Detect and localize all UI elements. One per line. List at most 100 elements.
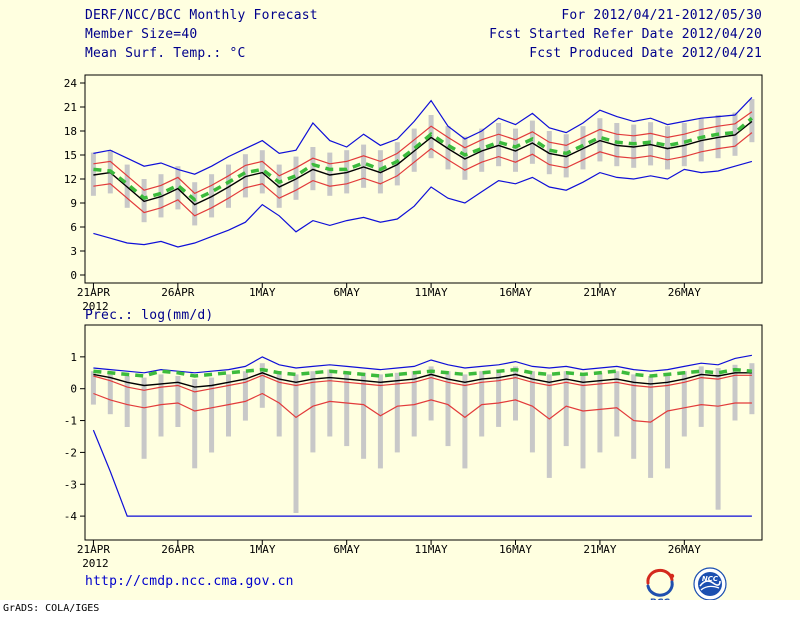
chart-frame: [84, 74, 763, 284]
range-bar: [158, 174, 164, 218]
bcc-swirl-red: [646, 568, 674, 585]
y-tick-label: 0: [70, 383, 77, 396]
range-bar: [327, 369, 333, 437]
range-bar: [648, 376, 654, 478]
range-bar: [529, 371, 535, 453]
range-bar: [361, 372, 367, 459]
range-bar: [546, 374, 552, 478]
temperature-chart-title: Mean Surf. Temp.: °C: [85, 46, 246, 61]
fcst-produced-label: Fcst Produced Date 2012/04/21: [529, 46, 762, 61]
range-bar: [580, 374, 586, 469]
range-bar: [715, 368, 721, 510]
y-tick-label: 1: [70, 351, 77, 364]
x-tick-label: 16MAY: [499, 286, 532, 299]
x-tick-label: 21MAY: [583, 286, 616, 299]
range-bar: [90, 371, 96, 405]
range-bar: [597, 372, 603, 453]
range-bar: [681, 123, 687, 167]
range-bar: [496, 123, 502, 167]
ncc-logo-text: NCC: [702, 575, 719, 583]
range-bar: [681, 371, 687, 437]
x-tick-label: 21MAY: [583, 543, 616, 556]
ensemble-mean-line: [93, 120, 753, 206]
y-tick-label: -1: [64, 415, 77, 428]
range-bar: [665, 374, 670, 469]
temperature-forecast-chart: 0 3 6 9 12 15 18 21 24 21APR 26APR 1MAY 6MAY 11MAY 16M…: [64, 74, 763, 313]
range-bar: [496, 369, 502, 427]
range-bar: [445, 371, 451, 447]
range-bar: [749, 363, 755, 415]
x-tick-label: 26APR: [161, 286, 194, 299]
x-tick-label: 11MAY: [415, 543, 448, 556]
ncc-logo: NCC: [693, 567, 727, 601]
range-bar: [428, 366, 434, 421]
header-left: DERF/NCC/BCC Monthly Forecast Member Siz…: [85, 6, 318, 63]
range-bar: [276, 371, 282, 437]
y-tick-label: 12: [64, 173, 77, 186]
x-tick-label: 11MAY: [415, 286, 448, 299]
range-bar: [732, 364, 738, 421]
range-bar: [293, 374, 299, 513]
y-tick-label: -3: [64, 478, 77, 491]
y-tick-label: 18: [64, 125, 77, 138]
range-bar: [529, 120, 535, 164]
x-axis-year-label: 2012: [82, 300, 109, 313]
range-bar: [141, 377, 147, 459]
range-bar: [698, 118, 704, 162]
range-bar: [377, 374, 383, 469]
lower-quartile-line: [93, 392, 752, 423]
x-tick-label: 1MAY: [249, 286, 276, 299]
y-tick-label: 3: [70, 245, 77, 258]
y-tick-label: 9: [70, 197, 77, 210]
range-bar: [631, 124, 637, 168]
ensemble-min-line: [93, 160, 753, 248]
range-bar: [107, 372, 113, 415]
y-tick-label: -4: [64, 510, 78, 523]
ensemble-max-line: [93, 354, 753, 374]
chart-frame: [84, 324, 763, 541]
range-bar: [563, 371, 569, 447]
range-bar: [631, 374, 637, 459]
range-bar: [563, 134, 569, 178]
ncc-globe-wave-1: [699, 580, 721, 587]
range-bar: [158, 374, 164, 437]
page-title: DERF/NCC/BCC Monthly Forecast: [85, 8, 318, 23]
grads-credit-text: GrADS: COLA/IGES: [3, 603, 100, 614]
y-tick-label: 24: [64, 77, 78, 90]
range-bar: [394, 372, 400, 453]
upper-quartile-line: [93, 374, 752, 393]
cmdp-link[interactable]: http://cmdp.ncc.cma.gov.cn: [85, 574, 294, 589]
range-bar: [259, 363, 265, 408]
range-bar: [90, 152, 96, 196]
lower-quartile-line: [93, 132, 753, 217]
bcc-swirl-blue: [646, 580, 674, 597]
bcc-swirl-dot: [669, 573, 675, 579]
y-tick-label: 21: [64, 101, 77, 114]
climatology-dashed-line: [93, 116, 754, 202]
range-bar: [175, 376, 181, 427]
range-bar: [698, 366, 704, 427]
y-tick-label: 15: [64, 149, 77, 162]
x-tick-label: 26MAY: [668, 543, 701, 556]
range-bar: [597, 118, 603, 162]
x-tick-label: 6MAY: [333, 543, 360, 556]
range-bar: [124, 376, 130, 427]
range-bar: [209, 377, 215, 453]
range-bar: [513, 128, 518, 172]
y-tick-label: 0: [70, 269, 77, 282]
x-tick-label: 16MAY: [499, 543, 532, 556]
ncc-logo-disc: [698, 572, 722, 596]
range-bar: [361, 144, 367, 188]
fcst-started-label: Fcst Started Refer Date 2012/04/20: [489, 27, 762, 42]
range-bar: [226, 374, 231, 437]
climatology-dashed-line: [93, 367, 753, 378]
range-bar: [462, 374, 468, 469]
x-tick-label: 1MAY: [249, 543, 276, 556]
x-tick-label: 26APR: [161, 543, 194, 556]
ensemble-min-line: [92, 429, 752, 517]
range-bar: [310, 371, 316, 453]
range-bar: [344, 371, 350, 447]
range-bar: [513, 366, 518, 421]
